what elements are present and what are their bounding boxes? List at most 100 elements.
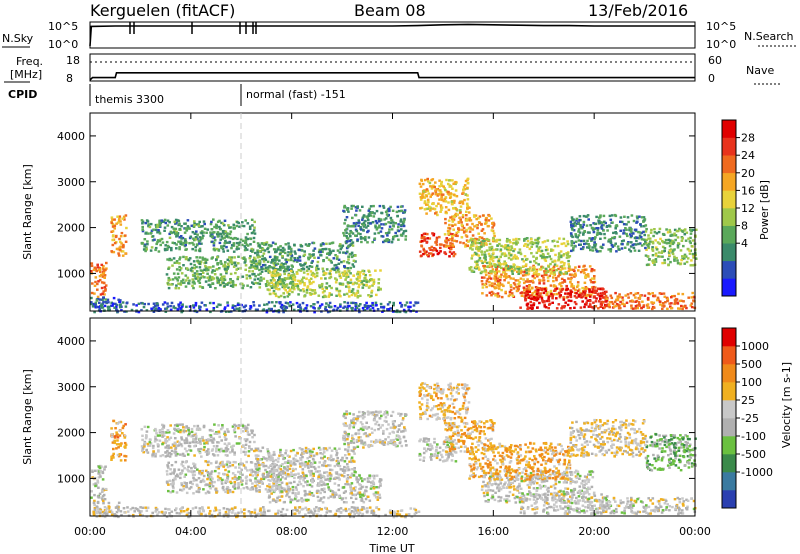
heatmap-cell bbox=[251, 273, 254, 276]
heatmap-cell bbox=[166, 449, 169, 453]
heatmap-cell bbox=[164, 451, 168, 454]
heatmap-cell bbox=[249, 243, 252, 246]
heatmap-cell bbox=[346, 207, 350, 210]
heatmap-cell bbox=[207, 460, 211, 463]
heatmap-cell bbox=[531, 307, 534, 310]
heatmap-cell bbox=[141, 447, 145, 450]
heatmap-cell bbox=[224, 265, 227, 268]
heatmap-cell bbox=[263, 303, 266, 306]
heatmap-cell bbox=[222, 244, 226, 248]
heatmap-cell bbox=[677, 292, 680, 296]
heatmap-cell bbox=[436, 194, 440, 197]
heatmap-cell bbox=[483, 222, 487, 225]
heatmap-cell bbox=[101, 306, 105, 309]
heatmap-cell bbox=[349, 229, 352, 233]
heatmap-cell bbox=[214, 469, 217, 473]
heatmap-cell bbox=[231, 306, 234, 309]
heatmap-cell bbox=[447, 219, 451, 222]
heatmap-cell bbox=[121, 301, 125, 304]
heatmap-cell bbox=[555, 292, 559, 296]
heatmap-cell bbox=[373, 212, 376, 215]
heatmap-cell bbox=[383, 218, 386, 221]
heatmap-cell bbox=[146, 243, 149, 246]
heatmap-cell bbox=[221, 426, 224, 429]
heatmap-cell bbox=[370, 289, 374, 293]
heatmap-cell bbox=[543, 270, 546, 273]
heatmap-cell bbox=[667, 263, 670, 267]
heatmap-cell bbox=[363, 304, 367, 307]
heatmap-cell bbox=[555, 276, 558, 280]
heatmap-cell bbox=[142, 451, 145, 454]
heatmap-cell bbox=[341, 283, 345, 286]
heatmap-cell bbox=[559, 268, 563, 272]
heatmap-cell bbox=[105, 261, 108, 265]
heatmap-cell bbox=[676, 246, 680, 249]
heatmap-cell bbox=[586, 273, 590, 276]
heatmap-cell bbox=[212, 231, 215, 234]
heatmap-cell bbox=[490, 294, 493, 297]
heatmap-cell bbox=[685, 306, 688, 310]
heatmap-cell bbox=[506, 244, 510, 247]
heatmap-cell bbox=[669, 307, 673, 310]
heatmap-cell bbox=[209, 487, 212, 490]
heatmap-cell bbox=[103, 286, 107, 289]
heatmap-cell bbox=[193, 220, 196, 223]
heatmap-cell bbox=[267, 282, 271, 285]
heatmap-cell bbox=[229, 272, 233, 276]
heatmap-cell bbox=[461, 228, 464, 231]
heatmap-cell bbox=[242, 239, 245, 243]
heatmap-cell bbox=[268, 292, 272, 296]
heatmap-cell bbox=[400, 305, 403, 308]
heatmap-cell bbox=[117, 455, 121, 458]
heatmap-cell bbox=[224, 230, 228, 233]
heatmap-cell bbox=[343, 265, 346, 269]
heatmap-cell bbox=[403, 209, 407, 212]
heatmap-cell bbox=[661, 261, 664, 265]
heatmap-cell bbox=[440, 180, 443, 184]
heatmap-cell bbox=[204, 469, 208, 472]
heatmap-cell bbox=[256, 251, 260, 254]
heatmap-cell bbox=[488, 270, 492, 273]
heatmap-cell bbox=[348, 304, 351, 308]
heatmap-cell bbox=[212, 265, 215, 268]
heatmap-cell bbox=[400, 303, 404, 307]
heatmap-cell bbox=[244, 219, 247, 222]
heatmap-cell bbox=[253, 272, 256, 276]
heatmap-cell bbox=[430, 185, 434, 188]
heatmap-cell bbox=[115, 308, 118, 311]
heatmap-cell bbox=[309, 288, 312, 291]
heatmap-cell bbox=[553, 289, 556, 292]
heatmap-cell bbox=[642, 220, 645, 223]
heatmap-cell bbox=[190, 435, 193, 438]
heatmap-cell bbox=[191, 482, 194, 486]
heatmap-cell bbox=[221, 460, 224, 464]
heatmap-cell bbox=[561, 305, 564, 308]
heatmap-cell bbox=[422, 252, 425, 256]
heatmap-cell bbox=[212, 218, 215, 221]
heatmap-cell bbox=[358, 209, 362, 212]
y-tick-label: 4000 bbox=[57, 130, 85, 143]
heatmap-cell bbox=[288, 289, 291, 292]
heatmap-cell bbox=[530, 238, 533, 241]
heatmap-cell bbox=[231, 472, 235, 475]
heatmap-cell bbox=[353, 281, 357, 284]
heatmap-cell bbox=[97, 496, 101, 499]
heatmap-cell bbox=[262, 477, 266, 481]
heatmap-cell bbox=[395, 234, 399, 238]
heatmap-cell bbox=[220, 482, 224, 485]
heatmap-cell bbox=[491, 259, 495, 263]
heatmap-cell bbox=[456, 234, 459, 238]
heatmap-cell bbox=[259, 276, 263, 279]
heatmap-cell bbox=[193, 263, 196, 267]
heatmap-cell bbox=[537, 247, 540, 250]
heatmap-cell bbox=[223, 306, 227, 309]
heatmap-cell bbox=[352, 254, 356, 257]
heatmap-cell bbox=[237, 487, 240, 490]
heatmap-cell bbox=[185, 267, 189, 270]
heatmap-cell bbox=[573, 275, 576, 278]
heatmap-cell bbox=[98, 278, 102, 282]
heatmap-cell bbox=[211, 269, 215, 272]
heatmap-cell bbox=[475, 217, 478, 221]
heatmap-cell bbox=[140, 242, 144, 245]
heatmap-cell bbox=[560, 260, 564, 264]
